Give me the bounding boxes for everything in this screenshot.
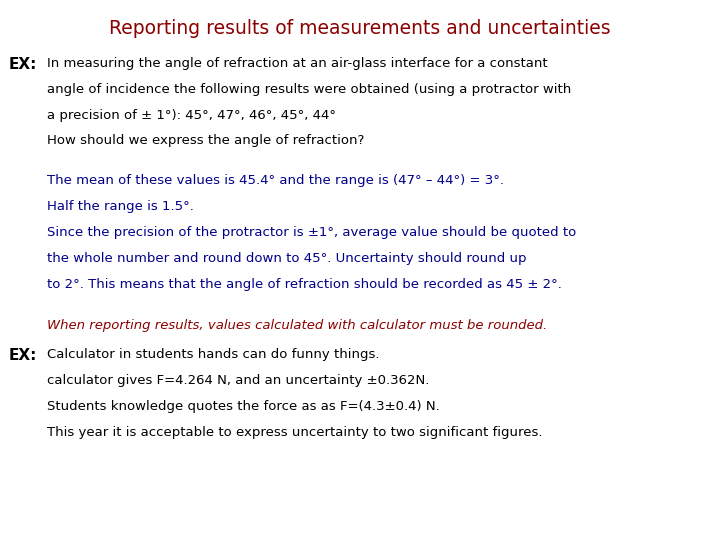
Text: EX:: EX: bbox=[9, 57, 37, 72]
Text: Students knowledge quotes the force as as F=(4.3±0.4) N.: Students knowledge quotes the force as a… bbox=[47, 400, 439, 413]
Text: In measuring the angle of refraction at an air-glass interface for a constant: In measuring the angle of refraction at … bbox=[47, 57, 547, 70]
Text: calculator gives F=4.264 N, and an uncertainty ±0.362N.: calculator gives F=4.264 N, and an uncer… bbox=[47, 374, 429, 387]
Text: This year it is acceptable to express uncertainty to two significant figures.: This year it is acceptable to express un… bbox=[47, 426, 542, 439]
Text: to 2°. This means that the angle of refraction should be recorded as 45 ± 2°.: to 2°. This means that the angle of refr… bbox=[47, 278, 562, 291]
Text: Half the range is 1.5°.: Half the range is 1.5°. bbox=[47, 200, 194, 213]
Text: How should we express the angle of refraction?: How should we express the angle of refra… bbox=[47, 134, 364, 147]
Text: a precision of ± 1°): 45°, 47°, 46°, 45°, 44°: a precision of ± 1°): 45°, 47°, 46°, 45°… bbox=[47, 109, 336, 122]
Text: Calculator in students hands can do funny things.: Calculator in students hands can do funn… bbox=[47, 348, 379, 361]
Text: When reporting results, values calculated with calculator must be rounded.: When reporting results, values calculate… bbox=[47, 319, 547, 332]
Text: the whole number and round down to 45°. Uncertainty should round up: the whole number and round down to 45°. … bbox=[47, 252, 526, 265]
Text: The mean of these values is 45.4° and the range is (47° – 44°) = 3°.: The mean of these values is 45.4° and th… bbox=[47, 174, 504, 187]
Text: Reporting results of measurements and uncertainties: Reporting results of measurements and un… bbox=[109, 19, 611, 38]
Text: angle of incidence the following results were obtained (using a protractor with: angle of incidence the following results… bbox=[47, 83, 571, 96]
Text: EX:: EX: bbox=[9, 348, 37, 363]
Text: Since the precision of the protractor is ±1°, average value should be quoted to: Since the precision of the protractor is… bbox=[47, 226, 576, 239]
